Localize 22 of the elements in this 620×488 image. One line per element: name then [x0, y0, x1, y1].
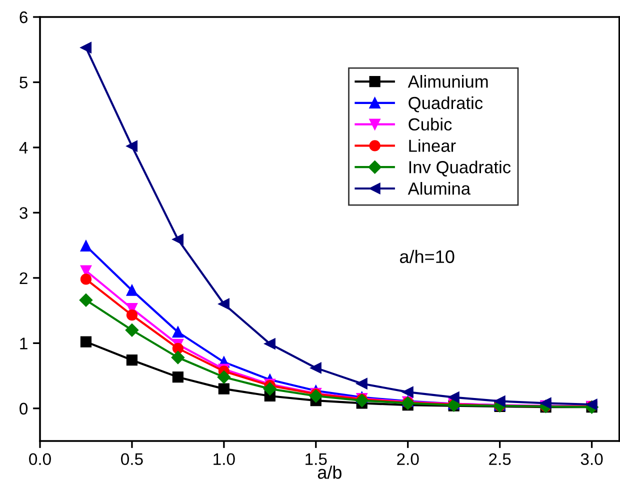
annotation: a/h=10 — [400, 250, 454, 264]
x-tick-label: 2.5 — [489, 453, 511, 466]
legend-label: Alimunium — [408, 75, 488, 88]
x-axis-title: a/b — [318, 466, 342, 479]
x-tick-label: 2.0 — [397, 453, 419, 466]
y-tick-label: 3 — [20, 207, 28, 219]
legend-label: Linear — [409, 139, 456, 152]
x-tick-label: 3.0 — [580, 453, 603, 466]
x-tick-label: 1.0 — [214, 453, 235, 466]
legend-label: Inv Quadratic — [409, 160, 511, 176]
y-tick-label: 4 — [19, 142, 28, 154]
y-tick-label: 2 — [20, 272, 28, 284]
x-tick-label: 0.0 — [29, 453, 51, 466]
y-tick-label: 0 — [20, 402, 28, 415]
legend-label: Cubic — [408, 118, 452, 131]
x-tick-label: 0.5 — [121, 453, 143, 466]
y-tick-label: 5 — [20, 76, 28, 88]
legend-label: Quadratic — [408, 96, 483, 112]
legend-label: Alumina — [408, 182, 471, 195]
y-tick-label: 6 — [20, 11, 28, 24]
x-tick-label: 1.5 — [306, 453, 327, 466]
y-tick-label: 1 — [20, 338, 28, 350]
